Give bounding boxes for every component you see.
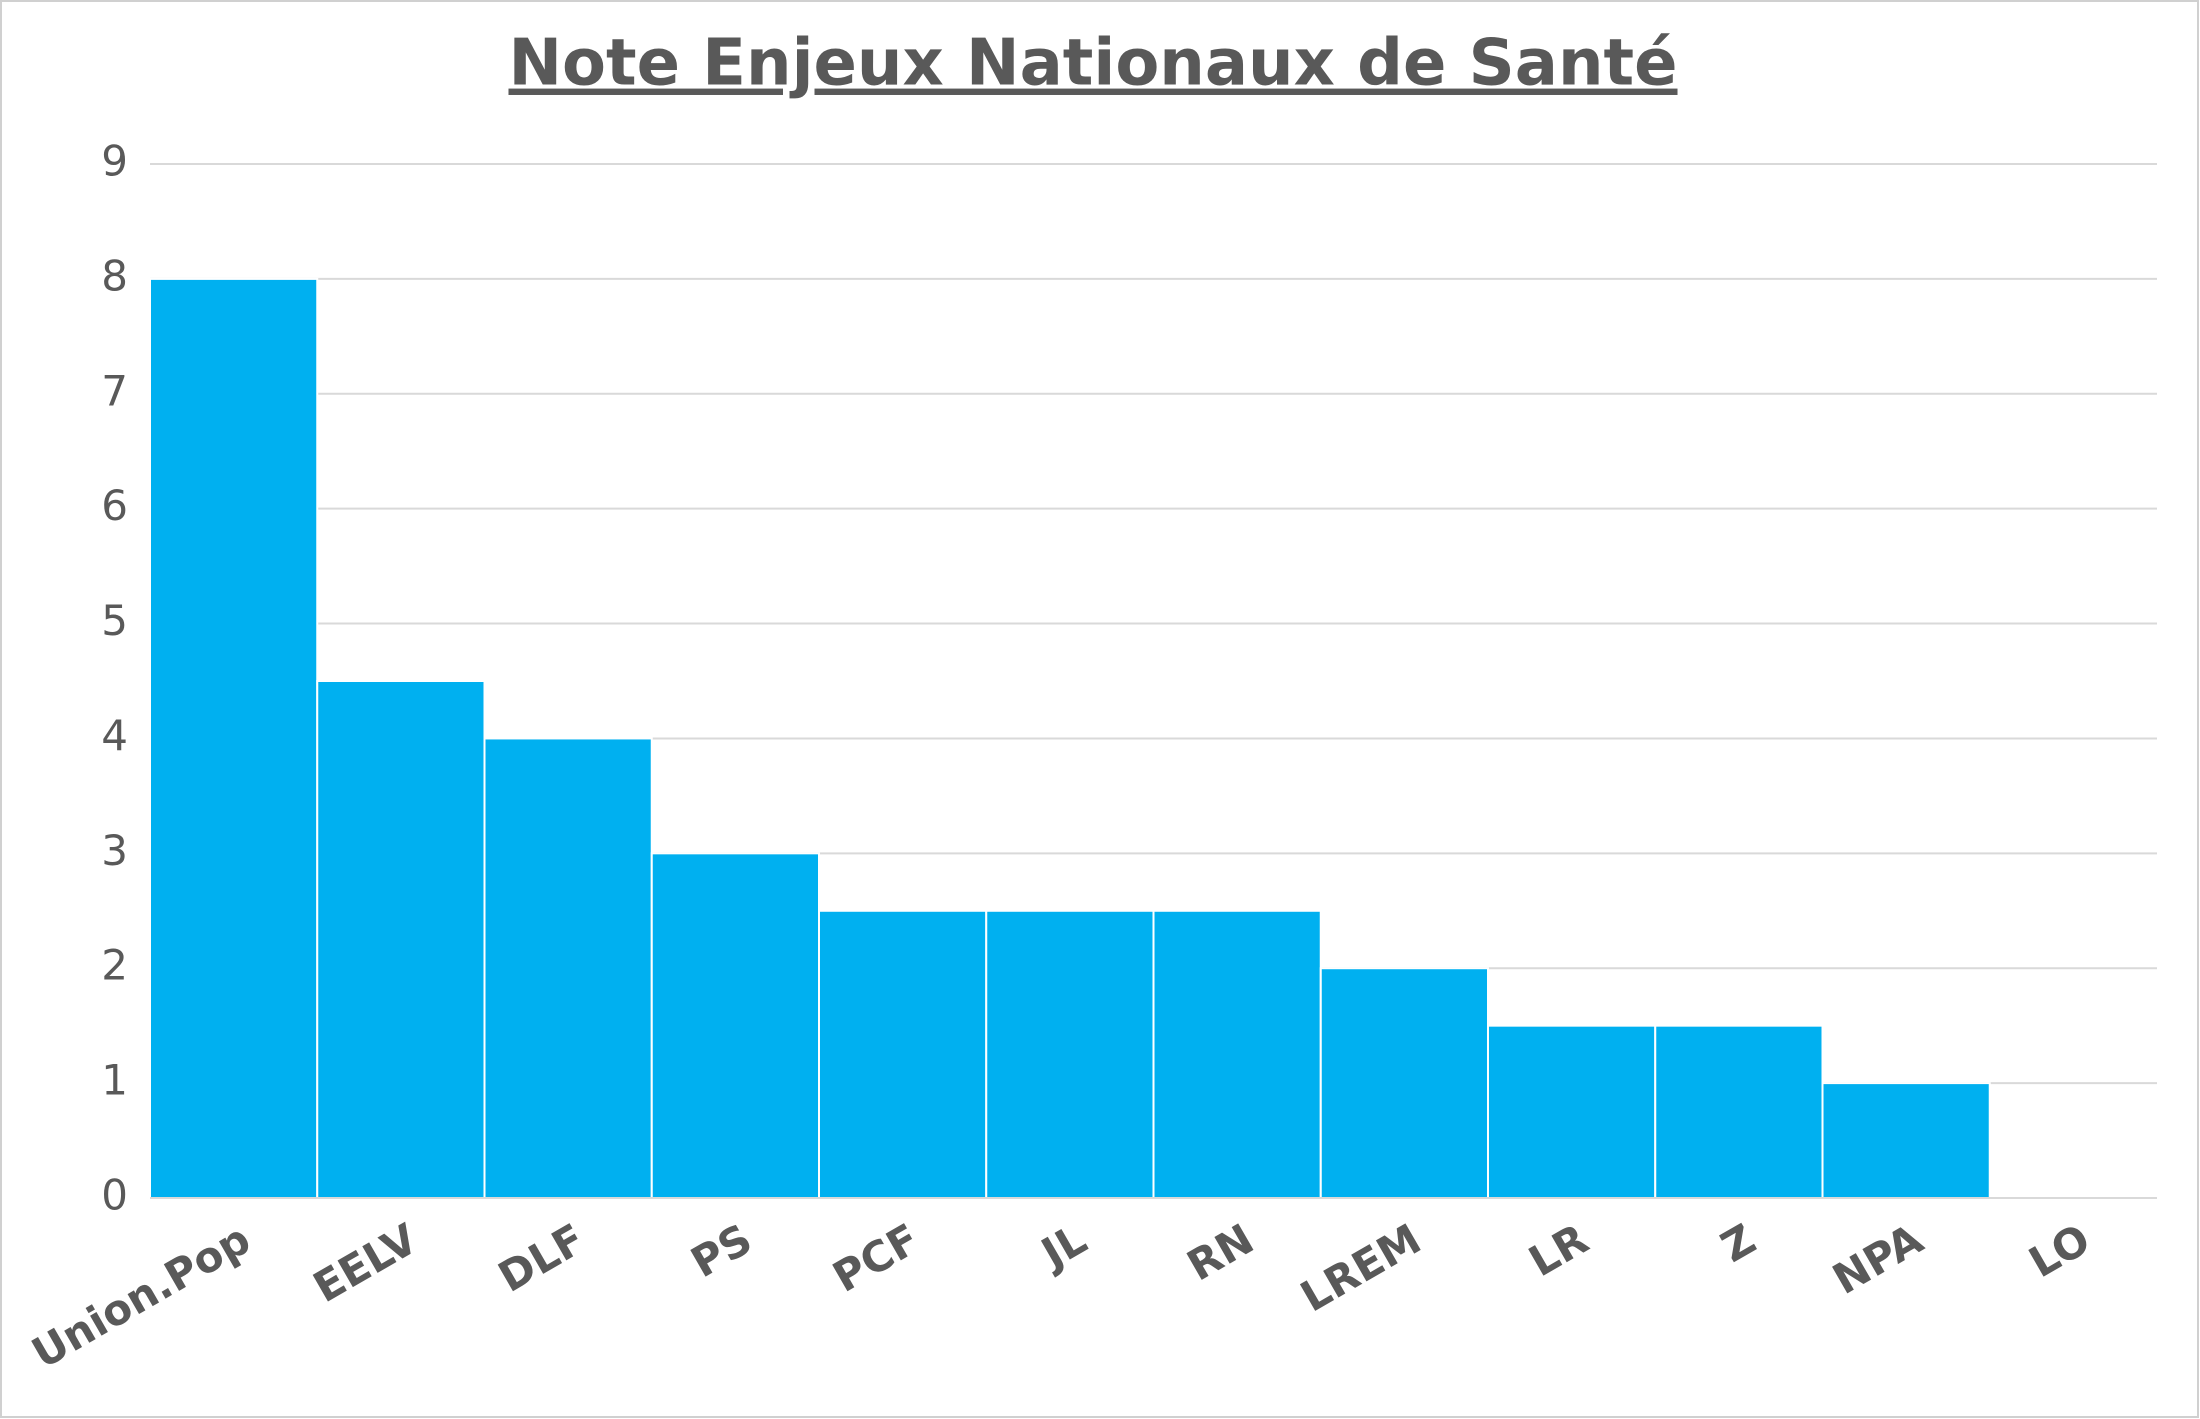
bar xyxy=(1152,909,1322,1199)
y-tick-label: 8 xyxy=(101,251,128,300)
bar xyxy=(985,909,1155,1199)
bar xyxy=(650,852,820,1199)
y-tick-label: 9 xyxy=(101,137,128,186)
y-tick-label: 1 xyxy=(101,1056,128,1105)
chart-title: Note Enjeux Nationaux de Santé xyxy=(508,27,1677,101)
y-tick-label: 2 xyxy=(101,941,128,990)
bar xyxy=(818,909,988,1199)
y-tick-label: 6 xyxy=(101,481,128,530)
y-tick-label: 3 xyxy=(101,826,128,875)
y-tick-label: 0 xyxy=(101,1171,128,1220)
bar xyxy=(483,737,653,1199)
bar xyxy=(1654,1024,1824,1199)
y-tick-label: 5 xyxy=(101,596,128,645)
bar xyxy=(1487,1024,1657,1199)
bar xyxy=(316,680,486,1199)
y-tick-label: 7 xyxy=(101,366,128,415)
bar xyxy=(149,277,319,1199)
bar xyxy=(1821,1082,1991,1199)
bar xyxy=(1319,967,1489,1199)
y-tick-label: 4 xyxy=(101,711,128,760)
